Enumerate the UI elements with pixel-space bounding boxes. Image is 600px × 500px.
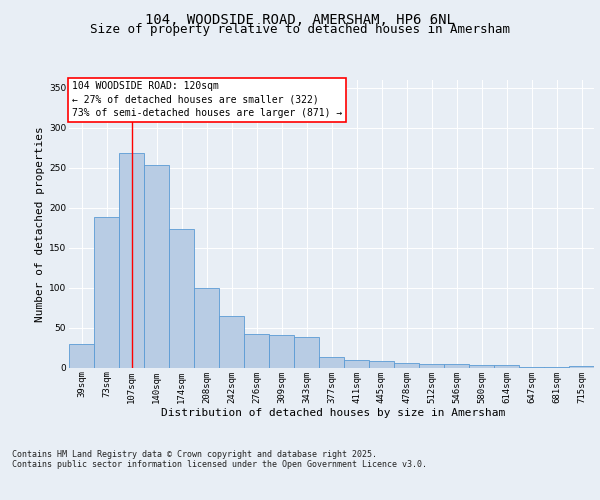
Bar [119,152,144,368]
Bar [319,357,344,368]
Bar [369,361,394,368]
Text: Size of property relative to detached houses in Amersham: Size of property relative to detached ho… [90,24,510,36]
Text: 104 WOODSIDE ROAD: 120sqm
← 27% of detached houses are smaller (322)
73% of semi: 104 WOODSIDE ROAD: 120sqm ← 27% of detac… [71,82,342,118]
Bar [519,366,544,368]
Text: 104, WOODSIDE ROAD, AMERSHAM, HP6 6NL: 104, WOODSIDE ROAD, AMERSHAM, HP6 6NL [145,12,455,26]
Bar [194,288,219,368]
Bar [244,334,269,368]
Bar [419,364,444,368]
Bar [444,364,469,368]
Bar [394,362,419,368]
Bar [344,360,369,368]
Text: Distribution of detached houses by size in Amersham: Distribution of detached houses by size … [161,408,505,418]
Bar [569,366,594,368]
Bar [294,337,319,368]
Bar [94,218,119,368]
Bar [494,365,519,368]
Bar [469,365,494,368]
Y-axis label: Number of detached properties: Number of detached properties [35,126,45,322]
Bar [144,166,169,368]
Bar [169,228,194,368]
Bar [269,335,294,368]
Bar [69,344,94,367]
Bar [219,316,244,368]
Text: Contains HM Land Registry data © Crown copyright and database right 2025.
Contai: Contains HM Land Registry data © Crown c… [12,450,427,469]
Bar [544,366,569,368]
